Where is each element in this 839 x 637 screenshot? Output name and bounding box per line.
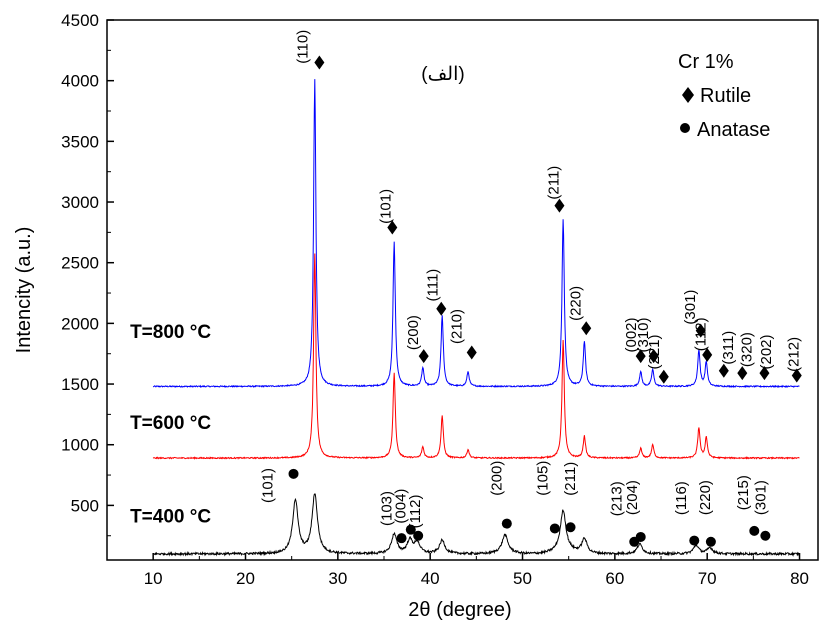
annotation-layer: (110)(101)(200)(111)(210)(211)(220)(002)… (259, 30, 803, 547)
rutile-diamond-icon (737, 366, 748, 381)
anatase-circle-icon (396, 533, 407, 544)
anatase-circle-icon (565, 522, 576, 533)
rutile-diamond-icon (466, 345, 477, 360)
rutile-diamond-icon (554, 198, 565, 213)
series-temperature-label: T=600 °C (130, 413, 211, 434)
peak-index-label: (101) (259, 468, 276, 503)
y-axis-title: Intencity (a.u.) (13, 227, 35, 354)
peak-index-label: (301) (682, 290, 699, 325)
rutile-diamond-icon (702, 347, 713, 362)
anatase-circle-icon (760, 530, 771, 541)
peak-index-label: (212) (786, 337, 803, 372)
peak-index-label: (111) (425, 269, 442, 302)
y-tick-label: 1000 (61, 436, 99, 455)
anatase-circle-icon (635, 531, 646, 542)
legend-entry-rutile: Rutile (700, 85, 751, 107)
series-temperature-label: T=400 °C (130, 506, 211, 527)
x-tick-label: 60 (605, 569, 624, 588)
legend-entry-anatase: Anatase (697, 119, 770, 141)
y-tick-label: 3000 (61, 193, 99, 212)
series-line (152, 253, 800, 460)
y-tick-label: 2000 (61, 314, 99, 333)
peak-index-label: (202) (758, 334, 775, 369)
rutile-diamond-icon (418, 349, 429, 364)
peak-index-label: (213) (608, 481, 625, 516)
peak-index-label: (101) (378, 189, 395, 224)
peak-index-label: (204) (624, 480, 641, 515)
axis-layer: 10 20 30 40 50 60 70 80 500 1000 1500 2000 2500 3000 3… (61, 11, 809, 588)
rutile-diamond-icon (436, 301, 447, 316)
legend-title: Cr 1% (678, 51, 734, 73)
y-tick-label: 4000 (61, 72, 99, 91)
peak-index-label: (112) (692, 317, 709, 351)
series-line (152, 79, 800, 389)
peak-index-label: (105) (535, 461, 552, 496)
legend-diamond-icon (682, 87, 694, 103)
series-line (153, 493, 800, 557)
x-tick-label: 10 (144, 569, 163, 588)
x-tick-label: 30 (328, 569, 347, 588)
y-tick-label: 500 (71, 496, 99, 515)
peak-index-label: (200) (405, 315, 422, 350)
peak-index-label: (220) (568, 286, 585, 321)
rutile-diamond-icon (314, 55, 325, 70)
y-tick-label: 1500 (61, 375, 99, 394)
peak-index-label: (200) (488, 461, 505, 496)
peak-index-label: (103) (378, 491, 395, 526)
anatase-circle-icon (749, 525, 760, 536)
anatase-circle-icon (288, 468, 299, 479)
anatase-circle-icon (405, 524, 416, 535)
peak-index-label: (211) (562, 462, 579, 496)
rutile-diamond-icon (759, 366, 770, 381)
x-tick-label: 20 (236, 569, 255, 588)
x-tick-label: 80 (790, 569, 809, 588)
rutile-diamond-icon (635, 349, 646, 364)
legend-circle-icon (680, 123, 690, 133)
peak-index-label: (004) (392, 489, 409, 524)
rutile-diamond-icon (695, 323, 706, 338)
peak-index-label: (301) (752, 480, 769, 515)
rutile-diamond-icon (791, 368, 802, 383)
rutile-diamond-icon (581, 321, 592, 336)
rutile-diamond-icon (648, 349, 659, 364)
peak-index-label: (116) (673, 481, 690, 515)
anatase-circle-icon (501, 518, 512, 529)
plot-frame (106, 19, 819, 561)
series-layer: T=800 °C T=600 °C T=400 °C (130, 79, 800, 557)
peak-index-label: (110) (294, 30, 311, 64)
peak-index-label: (002) (623, 317, 640, 352)
peak-index-label: (215) (735, 475, 752, 510)
series-temperature-label: T=800 °C (130, 322, 211, 343)
anatase-circle-icon (705, 536, 716, 547)
anatase-circle-icon (413, 530, 424, 541)
sub-label: (الف) (421, 64, 464, 85)
peak-index-label: (320) (739, 332, 756, 367)
anatase-circle-icon (549, 523, 560, 534)
anatase-circle-icon (689, 535, 700, 546)
x-tick-label: 40 (421, 569, 440, 588)
peak-index-label: (112) (407, 494, 424, 528)
x-tick-label: 50 (513, 569, 532, 588)
rutile-diamond-icon (718, 363, 729, 378)
peak-index-label: (210) (449, 309, 466, 344)
rutile-diamond-icon (658, 369, 669, 384)
peak-index-label: (310) (635, 317, 652, 352)
y-tick-label: 4500 (61, 11, 99, 30)
x-axis-title: 2θ (degree) (408, 599, 511, 621)
peak-index-label: (311) (720, 331, 737, 365)
y-tick-label: 3500 (61, 132, 99, 151)
y-tick-label: 2500 (61, 254, 99, 273)
x-tick-label: 70 (698, 569, 717, 588)
rutile-diamond-icon (387, 220, 398, 235)
peak-index-label: (220) (697, 480, 714, 515)
peak-index-label: (211) (546, 166, 563, 200)
legend: Cr 1% Rutile Anatase (678, 51, 770, 141)
peak-index-label: (221) (646, 334, 663, 369)
